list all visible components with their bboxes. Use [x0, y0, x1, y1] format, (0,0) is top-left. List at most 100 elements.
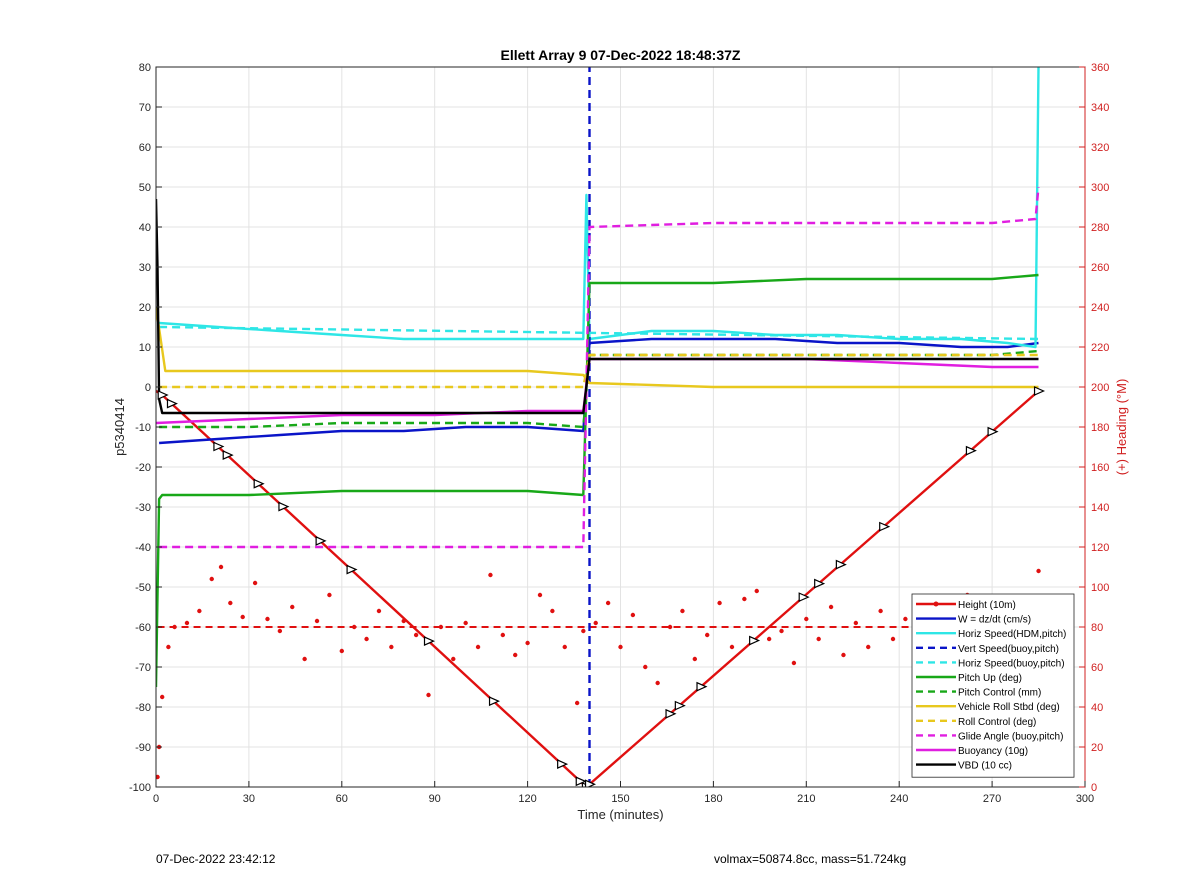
- heading-point: [315, 619, 319, 623]
- heading-point: [414, 633, 418, 637]
- heading-point: [575, 701, 579, 705]
- heading-point: [538, 593, 542, 597]
- y2-tick-label: 20: [1091, 742, 1103, 754]
- heading-point: [389, 645, 393, 649]
- heading-point: [197, 609, 201, 613]
- x-tick-label: 30: [243, 793, 255, 805]
- y-tick-label: -80: [135, 702, 151, 714]
- x-tick-label: 300: [1076, 793, 1094, 805]
- footer-stats: volmax=50874.8cc, mass=51.724kg: [714, 852, 906, 866]
- heading-point: [364, 637, 368, 641]
- heading-point: [265, 617, 269, 621]
- y-tick-label: 60: [139, 142, 151, 154]
- y2-tick-label: 120: [1091, 542, 1109, 554]
- heading-point: [878, 609, 882, 613]
- y2-tick-label: 360: [1091, 62, 1109, 74]
- heading-point: [476, 645, 480, 649]
- heading-point: [501, 633, 505, 637]
- y2-tick-label: 200: [1091, 382, 1109, 394]
- legend-label-0: Height (10m): [958, 600, 1016, 611]
- y2-tick-label: 260: [1091, 262, 1109, 274]
- heading-point: [290, 605, 294, 609]
- heading-point: [513, 653, 517, 657]
- heading-point: [705, 633, 709, 637]
- y-tick-label: -20: [135, 462, 151, 474]
- x-tick-label: 120: [518, 793, 536, 805]
- heading-point: [488, 573, 492, 577]
- y2-tick-label: 340: [1091, 102, 1109, 114]
- y2-tick-label: 280: [1091, 222, 1109, 234]
- heading-point: [439, 625, 443, 629]
- y-tick-label: 80: [139, 62, 151, 74]
- legend: Height (10m) W = dz/dt (cm/s) Horiz Speed(…: [912, 594, 1074, 777]
- y-tick-label: 10: [139, 342, 151, 354]
- legend-label-11: VBD (10 cc): [958, 761, 1012, 772]
- heading-point: [854, 621, 858, 625]
- y2-tick-label: 80: [1091, 622, 1103, 634]
- y-tick-label: -90: [135, 742, 151, 754]
- heading-point: [792, 661, 796, 665]
- y-tick-label: -50: [135, 582, 151, 594]
- heading-point: [278, 629, 282, 633]
- y-tick-label: -10: [135, 422, 151, 434]
- legend-label-9: Glide Angle (buoy,pitch): [958, 731, 1063, 742]
- heading-point: [210, 577, 214, 581]
- heading-point: [668, 625, 672, 629]
- heading-point: [841, 653, 845, 657]
- y2-tick-label: 180: [1091, 422, 1109, 434]
- heading-point: [172, 625, 176, 629]
- heading-point: [767, 637, 771, 641]
- heading-point: [166, 645, 170, 649]
- heading-point: [451, 657, 455, 661]
- x-axis-label: Time (minutes): [577, 807, 663, 822]
- heading-point: [804, 617, 808, 621]
- y2-tick-label: 140: [1091, 502, 1109, 514]
- legend-label-4: Horiz Speed(buoy,pitch): [958, 658, 1065, 669]
- y2-tick-label: 100: [1091, 582, 1109, 594]
- x-tick-label: 180: [704, 793, 722, 805]
- legend-label-3: Vert Speed(buoy,pitch): [958, 644, 1059, 655]
- heading-point: [241, 615, 245, 619]
- y-tick-label: 50: [139, 182, 151, 194]
- heading-point: [426, 693, 430, 697]
- y2-axis-label: (+) Heading (°M): [1114, 379, 1129, 476]
- heading-point: [655, 681, 659, 685]
- heading-point: [693, 657, 697, 661]
- y-tick-label: 70: [139, 102, 151, 114]
- heading-point: [581, 629, 585, 633]
- heading-point: [903, 617, 907, 621]
- x-tick-label: 0: [153, 793, 159, 805]
- legend-label-1: W = dz/dt (cm/s): [958, 615, 1031, 626]
- heading-point: [463, 621, 467, 625]
- y2-tick-label: 160: [1091, 462, 1109, 474]
- y-axis-label: p5340414: [112, 398, 127, 456]
- y-tick-label: 30: [139, 262, 151, 274]
- heading-point: [643, 665, 647, 669]
- y-tick-label: -100: [129, 782, 151, 794]
- y2-tick-label: 300: [1091, 182, 1109, 194]
- chart-title: Ellett Array 9 07-Dec-2022 18:48:37Z: [501, 47, 741, 63]
- heading-point: [352, 625, 356, 629]
- heading-point: [829, 605, 833, 609]
- heading-point: [891, 637, 895, 641]
- heading-point: [816, 637, 820, 641]
- x-tick-label: 240: [890, 793, 908, 805]
- legend-label-6: Pitch Control (mm): [958, 688, 1041, 699]
- y-tick-label: 0: [145, 382, 151, 394]
- heading-point: [680, 609, 684, 613]
- y-tick-label: -60: [135, 622, 151, 634]
- y2-tick-label: 240: [1091, 302, 1109, 314]
- y2-tick-label: 0: [1091, 782, 1097, 794]
- x-tick-label: 150: [611, 793, 629, 805]
- y2-tick-label: 220: [1091, 342, 1109, 354]
- heading-point: [327, 593, 331, 597]
- legend-swatch-dot: [934, 602, 939, 607]
- x-tick-label: 270: [983, 793, 1001, 805]
- heading-point: [606, 601, 610, 605]
- y2-tick-label: 60: [1091, 662, 1103, 674]
- legend-label-10: Buoyancy (10g): [958, 746, 1028, 757]
- heading-point: [550, 609, 554, 613]
- heading-point: [219, 565, 223, 569]
